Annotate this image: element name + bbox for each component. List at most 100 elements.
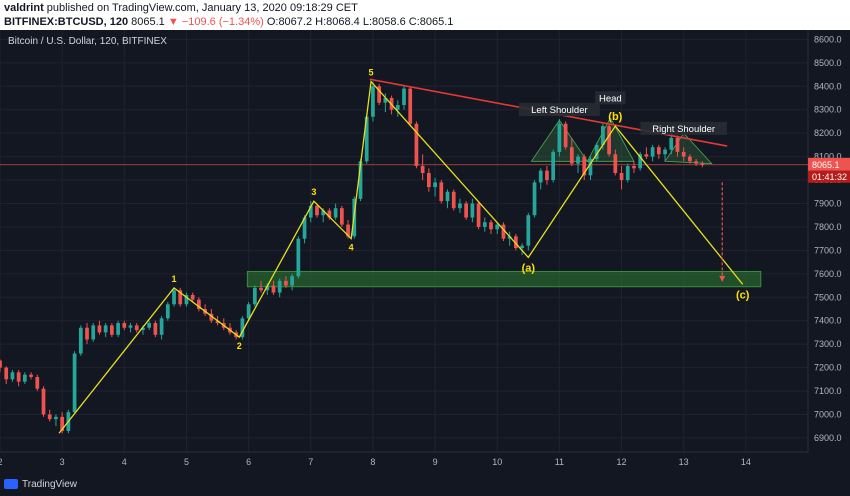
candle: [141, 327, 145, 331]
time-tick-label: 8: [370, 457, 375, 467]
candle: [476, 203, 481, 227]
candle: [383, 97, 388, 103]
candle: [22, 374, 27, 382]
projection-arrowhead: [719, 275, 726, 282]
price-chart[interactable]: 6900.0 7000.0 7100.0 7200.0 7300.0 7400.0 7500…: [0, 30, 850, 496]
candle: [277, 280, 282, 293]
last-price: 8065.1: [131, 16, 165, 28]
candle: [197, 299, 201, 309]
candle: [122, 323, 127, 328]
candle: [569, 147, 574, 164]
candle: [153, 323, 158, 335]
candle: [371, 86, 375, 117]
candle: [644, 154, 649, 157]
pattern-label: Right Shoulder: [652, 124, 715, 135]
time-tick-label: 13: [679, 457, 689, 467]
candle: [327, 210, 332, 218]
candle: [613, 154, 618, 174]
time-tick-label: 2: [0, 457, 3, 467]
price-tick-label: 8100.0: [814, 152, 842, 162]
last-price-tag: [808, 157, 850, 171]
wave-label: 1: [172, 274, 177, 284]
price-tick-label: 7500.0: [814, 292, 842, 302]
time-tick-label: 14: [741, 457, 751, 467]
candle: [563, 123, 568, 148]
candle: [147, 323, 152, 328]
footer-brand-label: TradingView: [22, 479, 78, 490]
candle: [688, 156, 692, 162]
candle: [694, 161, 698, 164]
candle: [675, 137, 680, 152]
candle: [426, 173, 431, 188]
price-tick-label: 8200.0: [814, 128, 842, 138]
candle: [607, 126, 611, 155]
price-tick-label: 7900.0: [814, 198, 842, 208]
candle: [16, 372, 21, 382]
wave-label: 3: [311, 187, 316, 197]
candle: [333, 208, 338, 218]
candle: [538, 170, 543, 183]
time-tick-label: 11: [555, 457, 564, 467]
ohlc-high: H:8068.4: [315, 16, 360, 28]
pattern-label: Left Shoulder: [531, 105, 588, 116]
candle: [35, 376, 40, 389]
candle: [632, 165, 636, 169]
price-tick-label: 7400.0: [814, 316, 842, 326]
pattern-label-bg: [518, 103, 600, 117]
time-tick-label: 5: [184, 457, 189, 467]
symbol-label[interactable]: BITFINEX:BTCUSD, 120: [4, 16, 129, 28]
price-tick-label: 7300.0: [814, 339, 842, 349]
candle: [358, 161, 363, 199]
candle: [97, 325, 102, 333]
price-tick-label: 8300.0: [814, 105, 842, 115]
pattern-shape: [664, 132, 713, 165]
candle: [85, 327, 89, 340]
ohlc-open: O:8067.2: [266, 16, 313, 28]
candle: [669, 137, 674, 150]
support-zone: [246, 270, 762, 288]
candle: [601, 126, 605, 145]
countdown-tag: [808, 170, 850, 183]
candle: [265, 285, 270, 291]
candle: [215, 320, 220, 324]
time-tick-label: 3: [60, 457, 65, 467]
publish-line: valdrint published on TradingView.com, J…: [4, 2, 358, 14]
candle: [10, 372, 15, 380]
ohlc-close: C:8065.1: [408, 16, 454, 28]
candle: [470, 203, 475, 218]
candle: [60, 416, 65, 431]
wave-label: (b): [608, 111, 622, 123]
candle: [116, 323, 120, 335]
wave-label: (a): [522, 262, 536, 274]
candle: [78, 327, 83, 354]
wave-label: (c): [736, 289, 750, 301]
candle: [134, 325, 139, 331]
wave-label: 2: [237, 341, 242, 351]
chart-area[interactable]: 6900.0 7000.0 7100.0 7200.0 7300.0 7400.0 7500…: [0, 30, 850, 496]
candle: [159, 318, 164, 335]
candle: [656, 147, 661, 155]
pattern-label-bg: [640, 121, 727, 135]
price-tick-label: 7600.0: [814, 269, 842, 279]
candle: [259, 287, 263, 291]
candle: [364, 116, 369, 162]
footer-brand: TradingView: [4, 479, 77, 490]
down-arrow-icon: ▼: [167, 16, 179, 28]
candle: [464, 203, 469, 218]
candle: [588, 158, 593, 176]
candle: [700, 163, 705, 165]
price-tick-label: 7100.0: [814, 386, 842, 396]
candle: [526, 215, 531, 246]
candle: [501, 224, 506, 239]
author-name[interactable]: valdrint: [4, 2, 44, 14]
candle: [402, 88, 406, 106]
candle: [172, 290, 176, 305]
candle: [557, 123, 562, 152]
price-tick-label: 7200.0: [814, 363, 842, 373]
price-tick-label: 8600.0: [814, 34, 842, 44]
candle: [395, 105, 400, 110]
candle: [29, 374, 33, 377]
wave-label: 4: [349, 243, 354, 253]
symbol-line: BITFINEX:BTCUSD, 120 8065.1 ▼ −109.6 (−1…: [4, 16, 453, 28]
candle: [308, 205, 313, 218]
